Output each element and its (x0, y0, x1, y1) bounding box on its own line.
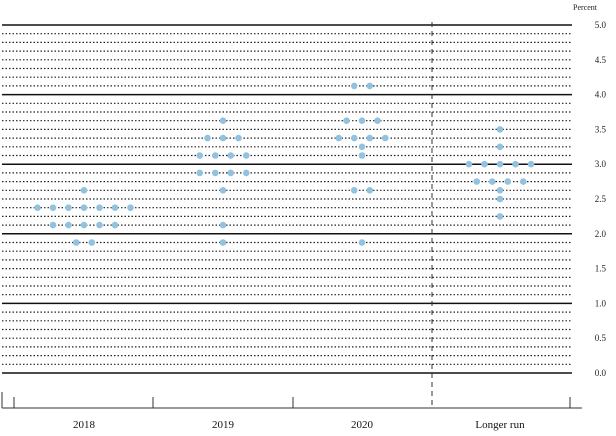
projection-dot (219, 221, 227, 229)
projection-dot (358, 239, 366, 246)
category-label: 2019 (212, 419, 235, 431)
projection-dot (235, 134, 242, 142)
x-axis-category-labels: 2018 2019 2020 Longer run (73, 419, 525, 431)
projection-dot (358, 143, 366, 151)
projection-dot (227, 169, 235, 177)
projection-dot (366, 134, 374, 142)
projection-dot (504, 178, 512, 185)
projection-dot (481, 160, 488, 168)
y-tick-label: 1.0 (595, 298, 607, 308)
projection-dot (381, 134, 389, 142)
projection-dot (211, 152, 219, 159)
projection-dot (111, 204, 119, 211)
projection-dot (72, 239, 80, 246)
projection-dot (496, 195, 504, 203)
projection-dot (80, 204, 88, 211)
projection-dot (465, 160, 473, 168)
projection-dot (219, 239, 227, 246)
projection-dot (496, 143, 504, 151)
projection-dot (211, 169, 219, 177)
projection-dot (196, 152, 204, 159)
projection-dot (350, 134, 358, 142)
category-label: 2020 (351, 419, 374, 431)
y-axis-unit-label: Percent (573, 3, 598, 12)
projection-dot (488, 178, 496, 185)
y-tick-label: 2.5 (595, 194, 607, 204)
projection-dot (496, 213, 504, 220)
x-axis (1, 392, 582, 409)
projection-dot (65, 204, 72, 211)
projection-dot (49, 204, 57, 211)
projection-dot (512, 160, 519, 168)
projection-dot (527, 160, 535, 168)
projection-dot (343, 117, 350, 124)
projection-dot (204, 134, 211, 142)
y-tick-label: 4.0 (595, 90, 607, 100)
projection-dot (88, 239, 96, 246)
projection-dot (111, 221, 119, 229)
projection-dot (358, 117, 366, 124)
projection-dot (65, 221, 72, 229)
category-label: 2018 (73, 419, 96, 431)
y-tick-label: 0.5 (595, 333, 607, 343)
projection-dot (242, 169, 250, 177)
y-tick-label: 0.0 (595, 368, 607, 378)
dots (34, 82, 535, 246)
projection-dot (34, 204, 41, 211)
projection-dot (242, 152, 250, 159)
projection-dot (374, 117, 381, 124)
projection-dot (496, 160, 504, 168)
category-label: Longer run (475, 419, 525, 431)
projection-dot (473, 178, 481, 185)
projection-dot (335, 134, 343, 142)
projection-dot (496, 126, 504, 133)
y-tick-label: 4.5 (595, 55, 607, 65)
projection-dot (80, 187, 88, 194)
projection-dot (366, 187, 374, 194)
projection-dot (127, 204, 134, 211)
projection-dot (196, 169, 204, 177)
projection-dot (519, 178, 527, 185)
projection-dot (350, 187, 358, 194)
projection-dot (49, 221, 57, 229)
y-tick-label: 5.0 (595, 20, 607, 30)
projection-dot (96, 204, 103, 211)
projection-dot (219, 117, 227, 124)
y-tick-label: 3.0 (595, 159, 607, 169)
y-tick-label: 3.5 (595, 124, 607, 134)
projection-dot (96, 221, 103, 229)
projection-dot (219, 134, 227, 142)
gridlines (2, 24, 572, 374)
y-axis-tick-labels: 5.0 4.5 4.0 3.5 3.0 2.5 2.0 1.5 1.0 0.5 0.0 (595, 20, 607, 378)
projection-dot (496, 187, 504, 194)
y-tick-label: 2.0 (595, 229, 607, 239)
projection-dot (80, 221, 88, 229)
projection-dot (350, 82, 358, 90)
projection-dot (366, 82, 374, 90)
projection-dot (358, 152, 366, 159)
y-tick-label: 1.5 (595, 264, 607, 274)
projection-dot (219, 187, 227, 194)
projection-dot (227, 152, 235, 159)
